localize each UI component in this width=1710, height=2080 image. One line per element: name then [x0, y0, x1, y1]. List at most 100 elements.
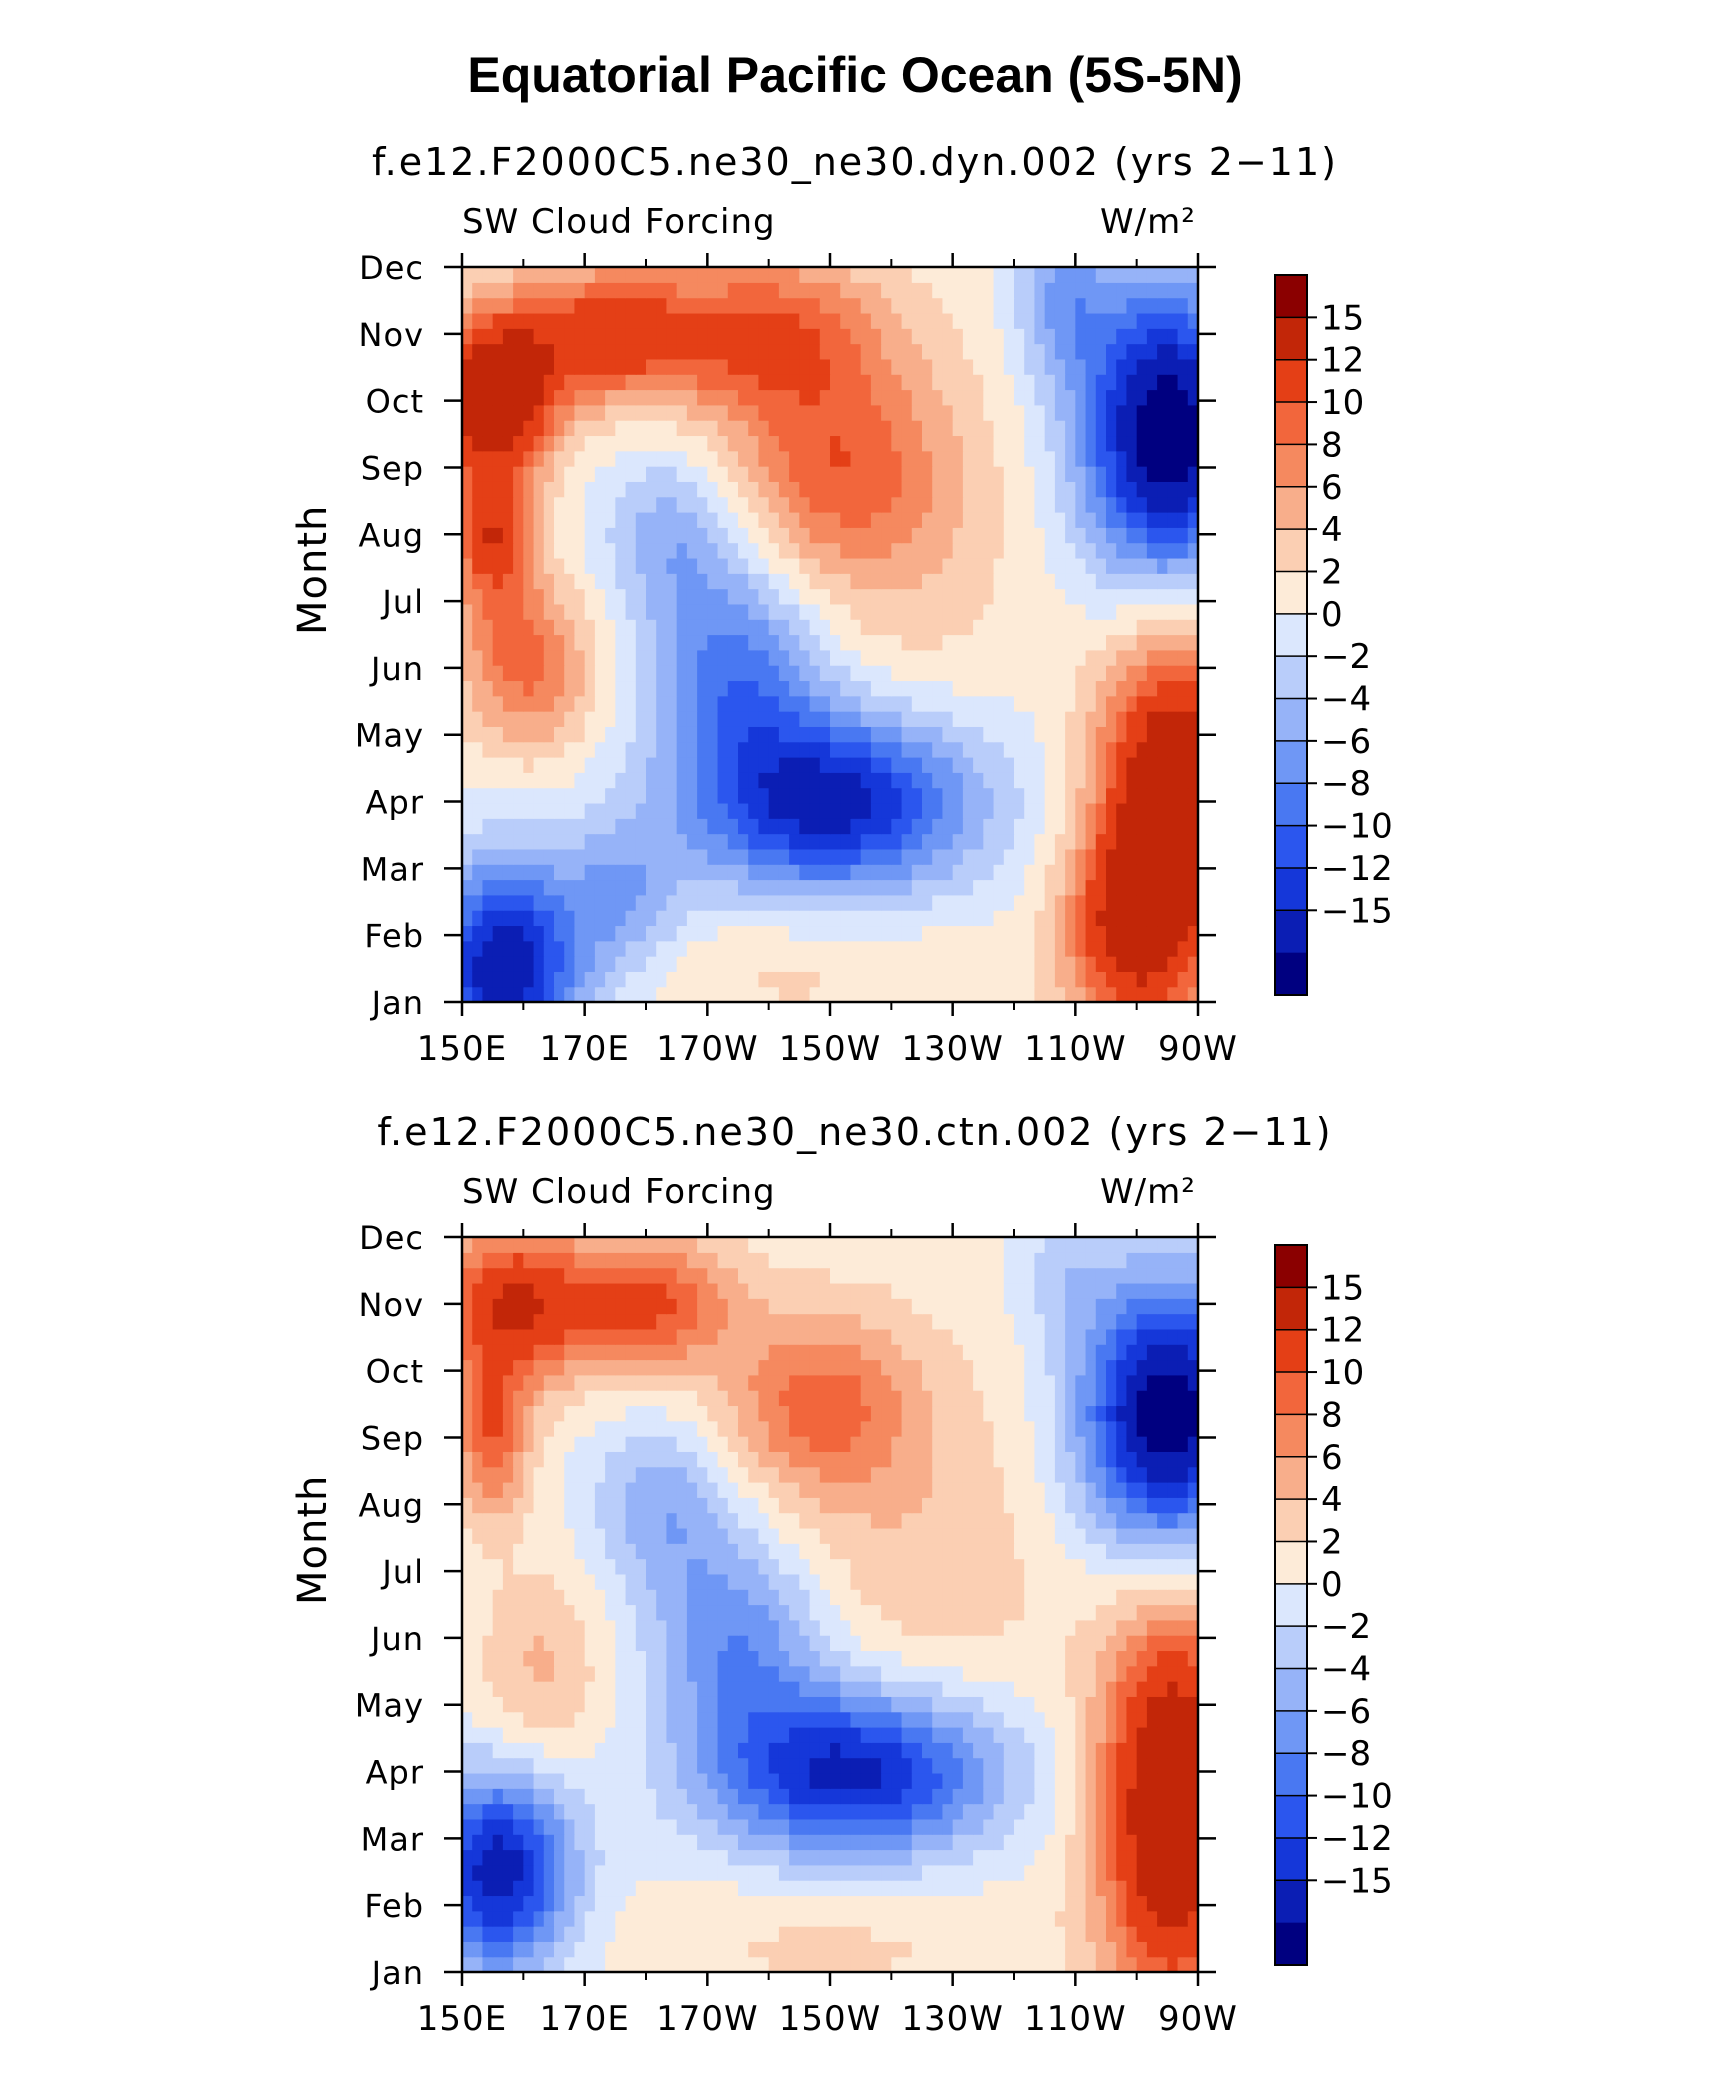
- heatmap-cell: [707, 542, 719, 559]
- heatmap-cell: [942, 328, 954, 345]
- heatmap-cell: [1014, 971, 1025, 988]
- heatmap-cell: [1085, 1818, 1097, 1835]
- heatmap-cell: [768, 971, 780, 988]
- heatmap-cell: [574, 1696, 586, 1713]
- heatmap-cell: [768, 802, 780, 819]
- heatmap-cell: [502, 649, 514, 666]
- heatmap-cell: [830, 404, 841, 421]
- heatmap-cell: [605, 312, 616, 329]
- heatmap-cell: [635, 757, 647, 773]
- heatmap-cell: [707, 1895, 719, 1912]
- heatmap-cell: [789, 864, 800, 881]
- heatmap-cell: [1177, 1727, 1189, 1743]
- heatmap-cell: [768, 603, 780, 620]
- heatmap-cell: [891, 1757, 903, 1774]
- heatmap-cell: [932, 986, 944, 1003]
- heatmap-cell: [799, 557, 811, 574]
- heatmap-cell: [554, 1910, 565, 1927]
- heatmap-cell: [881, 1926, 892, 1942]
- heatmap-cell: [962, 971, 974, 988]
- heatmap-cell: [462, 1772, 473, 1789]
- heatmap-cell: [533, 312, 545, 329]
- heatmap-cell: [983, 1742, 995, 1759]
- heatmap-cell: [973, 542, 984, 559]
- heatmap-cell: [870, 925, 882, 942]
- heatmap-cell: [983, 404, 995, 421]
- heatmap-cell: [1116, 328, 1128, 345]
- heatmap-cell: [952, 848, 964, 865]
- heatmap-cell: [513, 282, 524, 299]
- heatmap-cell: [472, 940, 484, 957]
- heatmap-cell: [1146, 573, 1158, 590]
- heatmap-cell: [686, 818, 698, 835]
- heatmap-cell: [738, 312, 749, 329]
- heatmap-cell: [932, 1772, 944, 1789]
- heatmap-cell: [1126, 802, 1138, 819]
- heatmap-cell: [799, 1757, 811, 1774]
- heatmap-cell: [778, 1742, 790, 1759]
- heatmap-cell: [707, 1880, 719, 1897]
- heatmap-cell: [482, 910, 494, 927]
- heatmap-cell: [1106, 603, 1117, 620]
- heatmap-cell: [819, 1818, 831, 1835]
- heatmap-cell: [574, 833, 586, 850]
- heatmap-cell: [973, 420, 984, 437]
- heatmap-cell: [738, 619, 749, 636]
- heatmap-cell: [1003, 619, 1015, 636]
- heatmap-cell: [727, 910, 739, 927]
- heatmap-cell: [789, 910, 800, 927]
- heatmap-cell: [646, 1757, 657, 1774]
- heatmap-cell: [717, 1880, 729, 1897]
- heatmap-cell: [513, 956, 524, 972]
- heatmap-cell: [993, 971, 1005, 988]
- heatmap-cell: [1024, 910, 1036, 927]
- panel-dyn: f.e12.F2000C5.ne30_ne30.dyn.002 (yrs 2−1…: [0, 130, 1710, 1110]
- heatmap-cell: [646, 1665, 657, 1682]
- heatmap-cell: [809, 741, 821, 758]
- heatmap-cell: [809, 802, 821, 819]
- heatmap-cell: [891, 833, 903, 850]
- heatmap-cell: [1187, 542, 1199, 559]
- heatmap-cell: [717, 818, 729, 835]
- heatmap-cell: [625, 1956, 637, 1973]
- heatmap-cell: [1136, 925, 1148, 942]
- heatmap-cell: [533, 802, 545, 819]
- heatmap-cell: [513, 481, 524, 498]
- colorbar-label: −8: [1321, 764, 1371, 804]
- heatmap-cell: [1136, 466, 1148, 482]
- heatmap-cell: [1146, 1818, 1158, 1835]
- heatmap-cell: [748, 986, 760, 1003]
- heatmap-cell: [605, 956, 616, 972]
- heatmap-cell: [1095, 726, 1107, 743]
- heatmap-cell: [564, 879, 576, 896]
- heatmap-cell: [625, 1681, 637, 1697]
- heatmap-cell: [1106, 573, 1117, 590]
- heatmap-cell: [922, 1941, 933, 1958]
- heatmap-cell: [594, 680, 606, 697]
- heatmap-cell: [605, 925, 616, 942]
- heatmap-cell: [1014, 619, 1025, 636]
- heatmap-cell: [686, 267, 698, 283]
- heatmap-cell: [686, 282, 698, 299]
- heatmap-cell: [615, 726, 627, 743]
- heatmap-cell: [1136, 772, 1148, 789]
- heatmap-cell: [911, 404, 923, 421]
- heatmap-cell: [717, 420, 729, 437]
- heatmap-cell: [615, 818, 627, 835]
- heatmap-cell: [554, 818, 565, 835]
- heatmap-cell: [952, 1696, 964, 1713]
- heatmap-cell: [952, 1864, 964, 1881]
- heatmap-cell: [1146, 833, 1158, 850]
- heatmap-cell: [860, 542, 872, 559]
- heatmap-cell: [686, 512, 698, 528]
- heatmap-cell: [1014, 1742, 1025, 1759]
- heatmap-cell: [901, 1849, 913, 1866]
- heatmap-cell: [932, 404, 944, 421]
- heatmap-cell: [482, 1834, 494, 1851]
- heatmap-cell: [676, 573, 688, 590]
- heatmap-cell: [1106, 772, 1117, 789]
- heatmap-cell: [942, 496, 954, 513]
- heatmap-cell: [492, 1834, 504, 1851]
- heatmap-cell: [1095, 986, 1107, 1003]
- heatmap-cell: [543, 818, 555, 835]
